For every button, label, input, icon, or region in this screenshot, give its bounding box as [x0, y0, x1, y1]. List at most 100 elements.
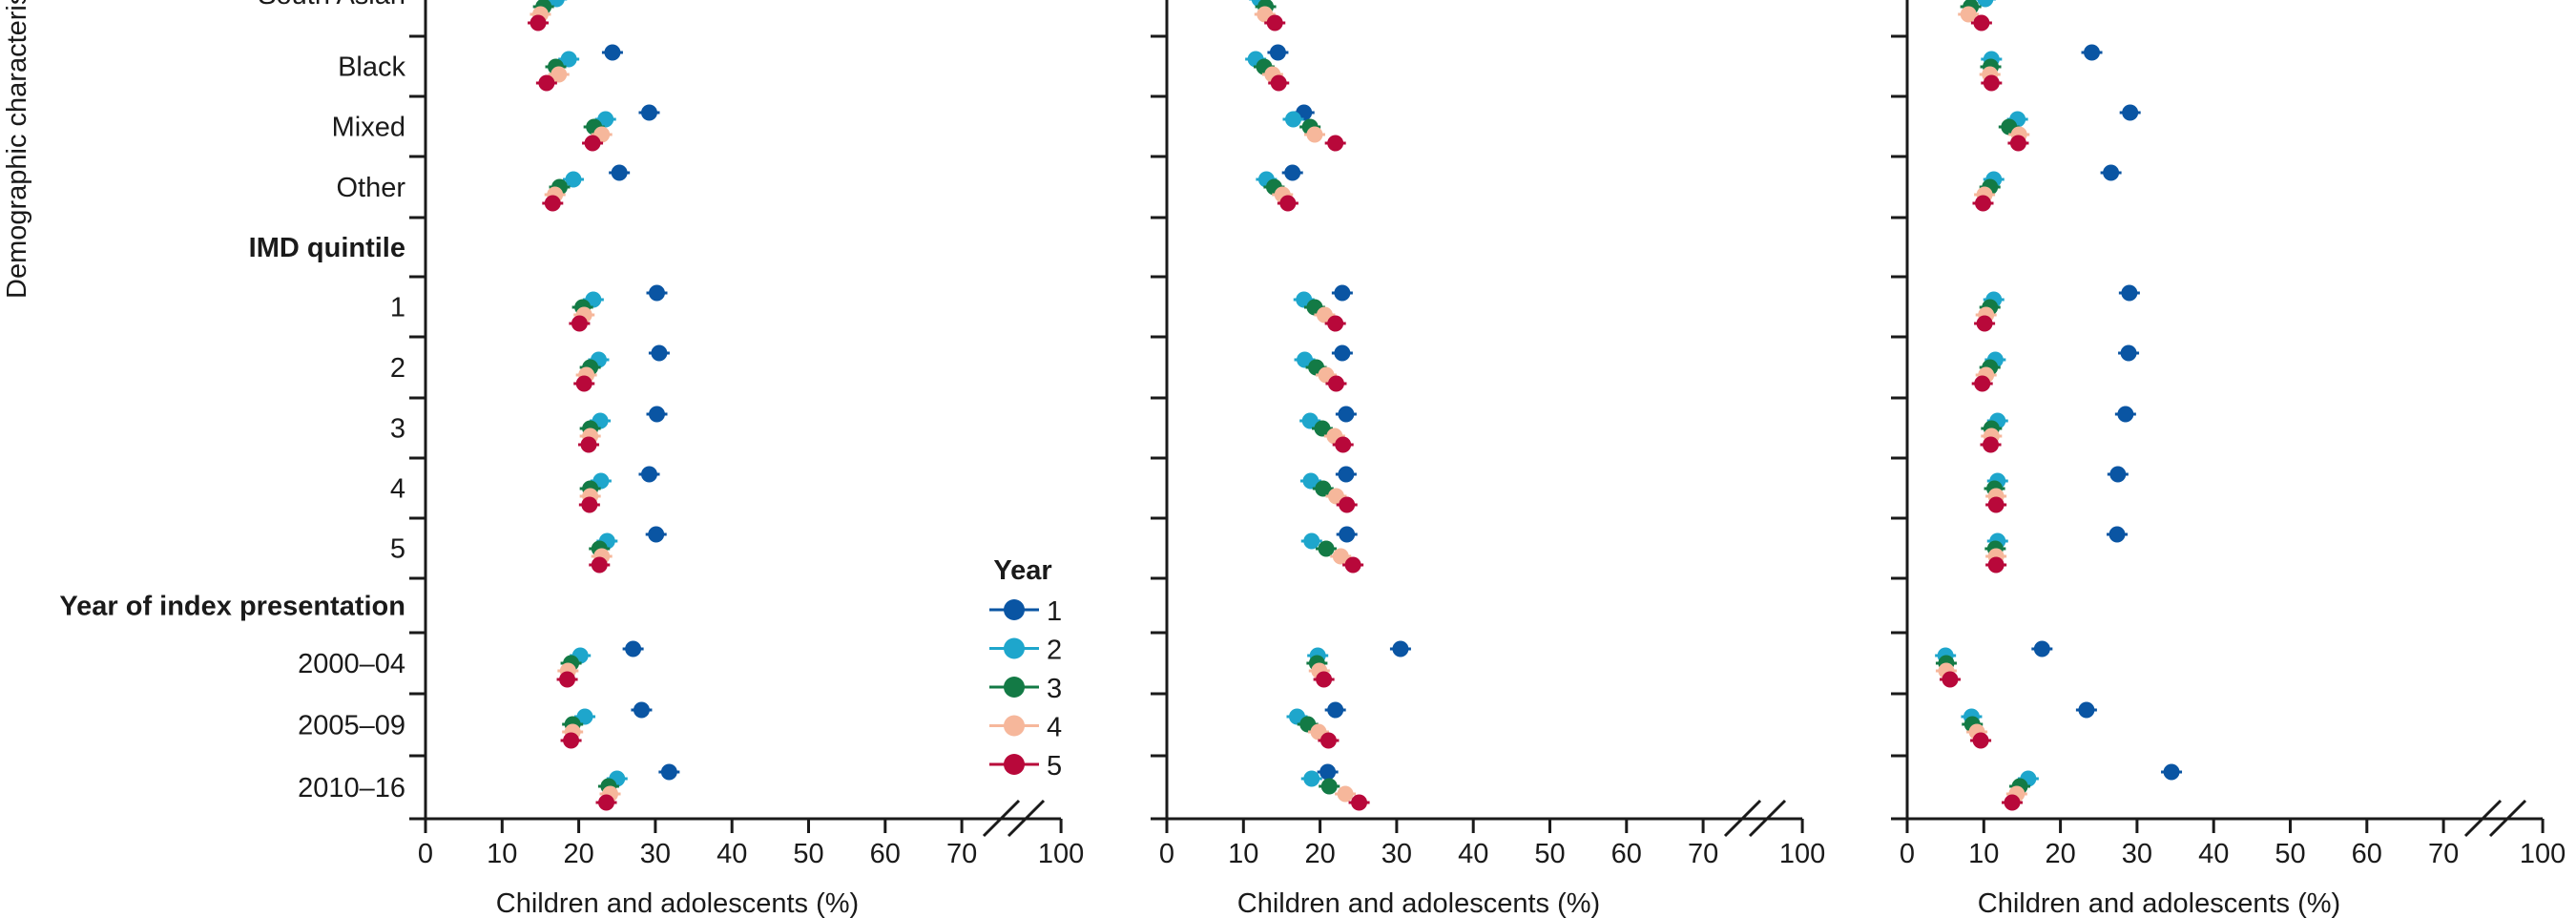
data-point: [576, 708, 593, 725]
row-label: 5: [390, 534, 405, 565]
data-point: [559, 671, 576, 688]
data-point: [1338, 406, 1355, 423]
x-axis-title: Children and adolescents (%): [1978, 888, 2340, 918]
series-year-4: [1254, 6, 1357, 803]
x-tick-label: 70: [946, 839, 977, 869]
data-point: [2033, 640, 2050, 657]
data-point: [1318, 540, 1335, 557]
data-point: [1334, 344, 1351, 362]
data-point: [1316, 671, 1333, 688]
x-tick-label: 0: [1900, 839, 1915, 869]
data-point: [1320, 778, 1338, 795]
data-point: [1327, 135, 1344, 152]
x-tick-label: 20: [2045, 839, 2075, 869]
x-tick-label: 20: [1304, 839, 1335, 869]
x-tick-label: 0: [1159, 839, 1174, 869]
legend-dot-marker: [1004, 637, 1025, 659]
data-point: [1315, 480, 1332, 497]
legend-dot-marker: [1004, 754, 1025, 775]
data-point: [1279, 195, 1297, 212]
data-point: [1960, 6, 1977, 23]
x-tick-label: 10: [487, 839, 517, 869]
legend-item: 2: [989, 636, 1062, 666]
row-label: 2: [390, 353, 405, 384]
data-point: [1337, 785, 1354, 803]
data-point: [591, 556, 608, 574]
data-point: [597, 111, 614, 128]
axis-break-mark: [1748, 799, 1787, 838]
data-point: [1269, 44, 1286, 61]
row-label: Black: [338, 52, 405, 83]
data-point: [1270, 74, 1287, 92]
x-tick-label: 10: [1968, 839, 1999, 869]
data-point: [660, 763, 677, 781]
data-point: [544, 195, 561, 212]
data-point: [1392, 640, 1409, 657]
data-point: [2103, 164, 2120, 181]
data-point: [2117, 406, 2134, 423]
data-point: [1297, 351, 1314, 368]
data-point: [2163, 763, 2180, 781]
data-point: [1987, 496, 2005, 513]
axis-break-mark: [2488, 799, 2527, 838]
row-group-header: IMD quintile: [249, 233, 405, 263]
data-point: [1319, 763, 1337, 781]
x-tick-label: 100: [1038, 839, 1084, 869]
data-point: [538, 74, 555, 92]
data-point: [1306, 126, 1323, 143]
data-point: [1983, 436, 2000, 453]
data-point: [1319, 732, 1337, 749]
data-point: [633, 701, 650, 719]
data-point: [604, 44, 621, 61]
data-point: [1327, 701, 1344, 719]
row-labels: South Asian Black Mixed Other IMD quintile 1 2…: [59, 0, 405, 803]
axis-break-mark: [1723, 799, 1762, 838]
data-point: [2084, 44, 2101, 61]
row-label: Other: [336, 173, 405, 203]
data-point: [1987, 556, 2005, 574]
data-point: [1351, 794, 1368, 811]
data-point: [1302, 472, 1319, 490]
x-tick-label: 100: [1779, 839, 1825, 869]
data-point: [551, 66, 568, 83]
data-point: [1332, 548, 1349, 565]
row-label: 2000–04: [298, 649, 405, 679]
legend-dot-marker: [1004, 715, 1025, 737]
legend-item: 5: [989, 751, 1062, 782]
data-point: [2121, 284, 2138, 302]
row-label: 4: [390, 474, 405, 505]
data-point: [1338, 466, 1355, 483]
legend-label: 1: [1047, 596, 1062, 627]
x-tick-label: 40: [2198, 839, 2229, 869]
data-point: [651, 344, 668, 362]
x-tick-label: 60: [2352, 839, 2382, 869]
data-point: [565, 171, 582, 188]
x-tick-label: 60: [1611, 839, 1642, 869]
data-point: [1972, 732, 1989, 749]
data-point: [1977, 0, 1994, 8]
data-point: [1973, 14, 1990, 31]
axis-break-mark: [2463, 799, 2503, 838]
row-label: South Asian: [258, 0, 405, 10]
row-label: 2005–09: [298, 711, 405, 741]
data-point: [584, 135, 601, 152]
data-point: [1974, 375, 1991, 392]
x-tick-label: 10: [1228, 839, 1258, 869]
data-point: [611, 164, 628, 181]
x-tick-label: 40: [1458, 839, 1488, 869]
data-point: [1983, 74, 2000, 92]
x-tick-label: 50: [793, 839, 823, 869]
x-tick-label: 30: [2122, 839, 2152, 869]
legend-title: Year: [993, 555, 1051, 586]
data-point: [1334, 284, 1351, 302]
series-year-2: [546, 0, 628, 787]
row-label: Mixed: [332, 113, 405, 143]
series-year-5: [1939, 14, 2029, 811]
data-point: [2122, 104, 2139, 121]
data-point: [649, 284, 666, 302]
data-point: [2004, 794, 2021, 811]
y-axis-title: Demographic characteristics: [2, 0, 32, 299]
legend-dot-marker: [1004, 599, 1025, 620]
